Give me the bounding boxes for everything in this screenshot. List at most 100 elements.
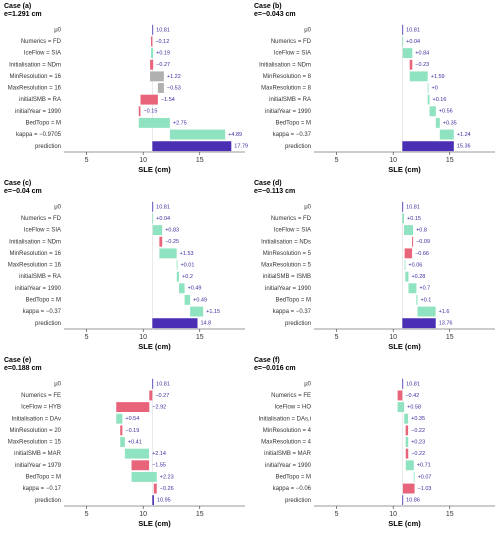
x-tick-label: 5 <box>85 334 89 341</box>
category-label: Initialisation = DAv <box>12 416 61 422</box>
bar <box>152 213 154 224</box>
x-tick-label: 15 <box>446 157 454 164</box>
value-label: −0.22 <box>411 451 425 457</box>
category-label: BedTopo = M <box>25 474 61 480</box>
value-label: +2.14 <box>152 451 166 457</box>
value-label: −0.19 <box>125 428 139 434</box>
value-label: 15.36 <box>457 144 471 150</box>
panel: Case (c)e=−0.04 cm 5 10 15 SLE (cm) μ0 10.81 Nu… <box>4 180 245 351</box>
value-label: 17.79 <box>234 144 248 150</box>
value-label: −0.42 <box>405 393 419 399</box>
bar <box>402 495 404 506</box>
value-label: +0.58 <box>407 405 421 411</box>
bar <box>176 271 180 282</box>
bar <box>439 129 454 140</box>
value-label: +1.22 <box>167 74 181 80</box>
category-label: MinResolution = 5 <box>263 251 312 257</box>
bar <box>150 71 164 82</box>
x-tick-label: 5 <box>85 511 89 518</box>
value-label: +0.49 <box>188 286 202 292</box>
category-label: initialSMB = RA <box>19 274 61 280</box>
bar <box>150 48 154 59</box>
value-label: −0.25 <box>165 239 179 245</box>
bar <box>157 83 164 93</box>
category-label: μ0 <box>54 204 61 210</box>
panel-subtitle: e=1.291 cm <box>4 11 42 18</box>
category-label: prediction <box>285 498 311 504</box>
category-label: MaxResolution = 4 <box>261 440 312 446</box>
value-label: 10.81 <box>406 204 420 210</box>
bar <box>140 94 158 105</box>
category-label: IceFlow = HYB <box>21 405 61 411</box>
bar <box>169 129 226 140</box>
category-label: prediction <box>285 321 311 327</box>
value-label: −2.92 <box>152 405 166 411</box>
value-label: +0.04 <box>406 39 420 45</box>
value-label: 10.86 <box>406 498 420 504</box>
value-label: 10.81 <box>406 27 420 33</box>
bar <box>138 117 170 128</box>
bar <box>427 94 430 105</box>
bar <box>402 24 404 35</box>
category-label: initialSMB = RA <box>19 97 61 103</box>
value-label: −0.15 <box>143 109 157 115</box>
value-label: −1.55 <box>152 463 166 469</box>
bar <box>402 141 454 152</box>
panel: Case (a)e=1.291 cm 5 10 15 SLE (cm) μ0 10.81 Nu… <box>4 3 248 174</box>
bar <box>152 318 198 329</box>
category-label: Initialisation = DAs,i <box>258 416 311 422</box>
value-label: −0.12 <box>155 39 169 45</box>
panel: Case (b)e=−0.043 cm 5 10 15 SLE (cm) μ0 10.81 N… <box>254 3 495 174</box>
value-label: +0.1 <box>421 297 432 303</box>
category-label: Numerics = FD <box>271 39 312 45</box>
value-label: 10.81 <box>156 204 170 210</box>
x-axis-title: SLE (cm) <box>388 165 421 174</box>
panel-title: Case (b) <box>254 3 282 10</box>
x-axis-title: SLE (cm) <box>388 342 421 351</box>
category-label: μ0 <box>304 204 311 210</box>
bar <box>179 283 185 294</box>
value-label: −1.03 <box>418 486 432 492</box>
value-label: 10.95 <box>157 498 171 504</box>
value-label: +0.2 <box>182 274 193 280</box>
x-tick-label: 15 <box>196 334 204 341</box>
category-label: μ0 <box>54 381 61 387</box>
bar <box>416 294 418 305</box>
bar <box>176 260 178 270</box>
value-label: +2.75 <box>173 120 187 126</box>
category-label: IceFlow = SIA <box>274 228 311 234</box>
value-label: 10.81 <box>156 381 170 387</box>
x-axis-title: SLE (cm) <box>138 342 171 351</box>
value-label: −0.22 <box>411 428 425 434</box>
panel-title: Case (f) <box>254 357 280 364</box>
value-label: 10.81 <box>406 381 420 387</box>
value-label: +0.71 <box>417 463 431 469</box>
value-label: +0.41 <box>128 439 142 445</box>
value-label: +1.59 <box>431 74 445 80</box>
category-label: MaxResolution = 5 <box>261 263 312 269</box>
panel-title: Case (c) <box>4 180 31 187</box>
value-label: +0.49 <box>193 297 207 303</box>
category-label: IceFlow = SIA <box>24 51 61 57</box>
category-label: kappa = −0.37 <box>273 132 312 138</box>
x-tick-label: 5 <box>335 334 339 341</box>
category-label: IceFlow = HO <box>274 405 311 411</box>
category-label: IceFlow = SIA <box>274 51 311 57</box>
bar <box>152 201 154 212</box>
bar <box>427 83 429 93</box>
bar <box>120 437 125 447</box>
bar <box>116 413 123 424</box>
panel-subtitle: e=−0.113 cm <box>254 188 295 195</box>
category-label: BedTopo = M <box>25 297 61 303</box>
value-label: +0.01 <box>180 262 194 268</box>
category-label: μ0 <box>54 27 61 33</box>
bar <box>429 106 436 117</box>
bar <box>159 236 163 247</box>
bar <box>405 460 414 471</box>
bar <box>152 378 154 389</box>
value-label: +1.24 <box>457 132 471 138</box>
x-tick-label: 5 <box>335 511 339 518</box>
category-label: Initialisation = NDm <box>9 62 61 68</box>
value-label: +2.23 <box>160 474 174 480</box>
